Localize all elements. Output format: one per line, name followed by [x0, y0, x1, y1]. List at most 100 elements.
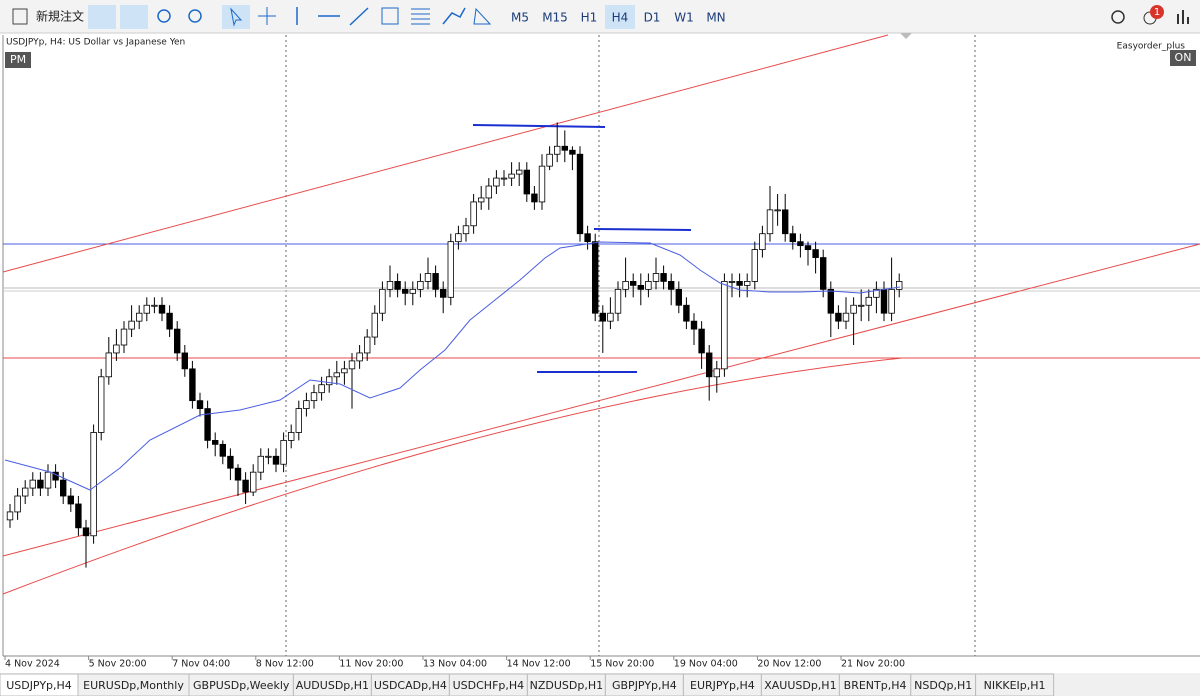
candle-body: [371, 312, 378, 338]
candle-body: [820, 257, 827, 290]
trendline-tool[interactable]: [349, 7, 369, 26]
candle-body: [98, 376, 105, 433]
candle-body: [356, 352, 363, 362]
tool-button[interactable]: [120, 5, 148, 29]
search[interactable]: [1111, 10, 1125, 24]
candle-body: [713, 368, 720, 378]
candle-body: [158, 304, 166, 314]
candle-body: [652, 273, 660, 282]
candle-body: [477, 197, 485, 203]
x-tick-label: 13 Nov 04:00: [423, 659, 487, 670]
timeframe[interactable]: D1: [644, 11, 661, 25]
candle-body: [60, 479, 67, 497]
candle-body: [280, 439, 287, 465]
polyline-tool[interactable]: [442, 7, 466, 25]
candle-body: [850, 304, 857, 314]
candle-body: [728, 281, 736, 283]
candle-body: [873, 288, 880, 298]
x-tick-label: 20 Nov 12:00: [757, 659, 821, 670]
channel-line: [2, 243, 1200, 557]
candle-body: [29, 479, 36, 489]
x-tick-label: 8 Nov 12:00: [256, 659, 314, 670]
candle-body: [592, 241, 599, 314]
session-box: [5, 52, 31, 68]
candle-body: [630, 281, 637, 286]
tab-label: GBPUSDp,Weekly: [193, 679, 290, 692]
candle-body: [295, 408, 302, 433]
tab-label: EURUSDp,Monthly: [83, 679, 184, 692]
x-tick-label: 7 Nov 04:00: [172, 659, 230, 670]
candle-body: [782, 209, 789, 235]
badge: [1150, 5, 1164, 19]
triangle-tool[interactable]: [473, 7, 492, 25]
expert-state: ON: [1175, 51, 1192, 64]
candle-body: [485, 185, 492, 199]
candles: [6, 122, 903, 568]
candle-body: [439, 288, 447, 298]
candle-body: [804, 245, 812, 251]
candle-body: [835, 312, 842, 322]
signals[interactable]: [1177, 10, 1189, 24]
cursor-tool[interactable]: [222, 5, 250, 29]
candle-body: [470, 201, 477, 227]
candle-body: [151, 304, 158, 307]
candle-body: [493, 177, 500, 187]
zoom-in[interactable]: [157, 9, 171, 23]
candle-body: [896, 281, 903, 290]
channel-line: [2, 357, 903, 595]
new-order-button[interactable]: 新規注文: [12, 8, 84, 25]
x-tick-label: 11 Nov 20:00: [339, 659, 403, 670]
x-tick-label: 21 Nov 20:00: [841, 659, 905, 670]
chart-area: USDJPYp, H4: US Dollar vs Japanese Yen P…: [2, 33, 1200, 670]
candle-body: [668, 281, 675, 290]
candle-body: [265, 455, 272, 458]
tab-label: XAUUSDp,H1: [764, 679, 836, 692]
candle-body: [67, 495, 74, 505]
candle-body: [546, 153, 553, 167]
candle-body: [287, 432, 295, 441]
candle-body: [744, 281, 751, 286]
tool-button[interactable]: [88, 5, 116, 29]
crosshair-tool[interactable]: [258, 7, 276, 25]
rect-tool[interactable]: [381, 7, 399, 25]
timeframe[interactable]: MN: [706, 11, 725, 25]
candle-body: [432, 273, 439, 290]
candle-body: [242, 479, 249, 493]
fibo-tool[interactable]: [411, 8, 430, 25]
tab-label: NSDQp,H1: [914, 679, 972, 692]
candle-body: [554, 145, 561, 155]
candle-body: [561, 145, 568, 151]
candle-body: [227, 455, 234, 469]
candle-body: [401, 288, 409, 294]
candle-body: [249, 471, 257, 493]
candle-body: [173, 328, 181, 354]
candle-body: [660, 273, 667, 282]
timeframe[interactable]: M15: [542, 11, 568, 25]
zoom-out[interactable]: [188, 9, 202, 23]
channel-line: [2, 34, 889, 273]
candle-body: [128, 320, 135, 330]
timeframe-active: [605, 5, 635, 29]
candle-body: [774, 209, 781, 212]
timeframe[interactable]: H1: [581, 11, 598, 25]
candle-body: [751, 249, 758, 282]
timeframe[interactable]: M5: [511, 11, 529, 25]
candle-body: [113, 344, 120, 354]
candle-body: [166, 312, 173, 330]
expert-box[interactable]: [1170, 50, 1196, 66]
candle-body: [508, 173, 515, 179]
candle-body: [386, 281, 394, 290]
candle-body: [576, 153, 584, 235]
tab-label: NZDUSDp,H1: [530, 679, 604, 692]
candle-body: [523, 169, 530, 195]
candle-body: [211, 439, 219, 445]
timeframe[interactable]: W1: [674, 11, 694, 25]
timeframe[interactable]: H4: [612, 11, 629, 25]
expert-name: Easyorder_plus: [1117, 42, 1186, 52]
x-tick-label: 5 Nov 20:00: [89, 659, 147, 670]
candle-body: [348, 360, 356, 370]
candle-body: [181, 352, 188, 370]
session-label: PM: [10, 53, 26, 66]
candle-body: [531, 193, 538, 203]
